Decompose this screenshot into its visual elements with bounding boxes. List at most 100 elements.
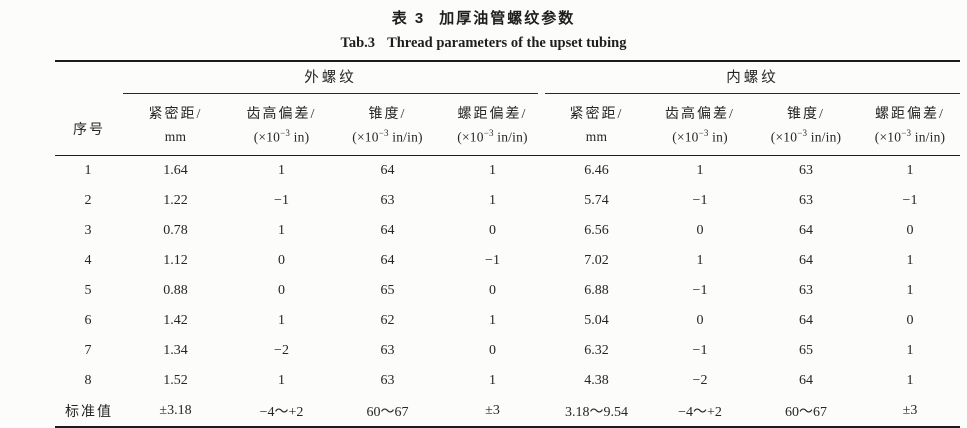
table-cell: −1 [692,282,708,298]
data-row: 4 1.12 0 64 −1 7.02 1 64 1 [55,246,960,276]
table-cell: −1 [485,252,500,268]
table-cell: 64 [799,372,813,388]
table-cell: 65 [799,342,813,358]
table-cell: 1.34 [163,342,188,358]
table-cell: 4.38 [584,372,609,388]
column-header-name: 锥度/ [368,107,407,122]
column-header-name: 螺距偏差/ [875,107,945,122]
caption-chinese: 表 3 加厚油管螺纹参数 [0,0,967,28]
row-index: 7 [84,342,94,358]
column-names-row: 序号 紧密距/齿高偏差/锥度/螺距偏差/紧密距/齿高偏差/锥度/螺距偏差/ [55,94,960,156]
table-cell: −4～+2 [259,404,304,420]
table-cell: 63 [799,162,813,178]
table-cell: −2 [692,372,708,388]
table-cell: 64 [799,222,813,238]
table-cell: 6.46 [584,162,609,178]
table-cell: ±3 [902,402,918,418]
table-cell: 5.04 [584,312,609,328]
group-header-row: 外螺纹 内螺纹 [55,61,960,94]
table-cell: 6.88 [584,282,609,298]
thread-parameters-table: 外螺纹 内螺纹 序号 紧密距/齿高偏差/锥度/螺距偏差/紧密距/齿高偏差/锥度/… [55,60,960,428]
table-cell: ±3 [485,402,500,418]
column-units-row: mm (×10−3 in) (×10−3 in/in) (×10−3 in/in) mm… [55,123,960,156]
table-cell: 1 [906,162,914,178]
table-cell: 60～67 [366,404,409,420]
table-cell: 6.56 [584,222,609,238]
table-cell: 63 [380,192,395,208]
table-cell: 63 [799,282,813,298]
table-cell: 1 [906,342,914,358]
column-header-name: 紧密距/ [148,107,203,122]
table-cell: 64 [799,312,813,328]
column-header-name: 锥度/ [787,107,825,122]
data-row: 8 1.52 1 63 1 4.38 −2 64 1 [55,366,960,396]
table-cell: 0.78 [163,222,188,238]
column-header-index: 序号 [55,94,123,156]
table-cell: 1 [906,372,914,388]
table-cell: 0 [489,282,496,298]
table-cell: 0 [906,312,914,328]
table-cell: −1 [692,342,708,358]
table-cell: 5.74 [584,192,609,208]
table-cell: 64 [380,252,395,268]
column-header-unit: (×10−3 in) [228,123,335,156]
group-header-cell-external: 外螺纹 [123,61,545,94]
table-cell: 0 [696,312,704,328]
table-captions: 表 3 加厚油管螺纹参数 Tab.3 Thread parameters of th… [0,0,967,52]
data-row: 1 1.64 1 64 1 6.46 1 63 1 [55,155,960,186]
caption-english-text: Thread parameters of the upset tubing [387,35,627,51]
table-cell: ±3.18 [159,402,192,418]
data-row: 7 1.34 −2 63 0 6.32 −1 65 1 [55,336,960,366]
table-cell: 0 [489,222,496,238]
table-cell: 1.52 [163,372,188,388]
table-cell: 1 [489,372,496,388]
table-cell: 0 [278,282,285,298]
row-index: 5 [84,282,94,298]
corner-spacer [55,61,123,94]
table-cell: 64 [380,222,395,238]
column-header-unit: mm [545,123,648,156]
row-index: 1 [84,162,94,178]
table-cell: 63 [380,372,395,388]
data-row: 6 1.42 1 62 1 5.04 0 64 0 [55,306,960,336]
table-cell: 7.02 [584,252,609,268]
table-cell: −2 [274,342,289,358]
table-cell: 60～67 [785,404,827,420]
table-cell: 0 [489,342,496,358]
table-cell: 63 [380,342,395,358]
table-cell: −4～+2 [678,404,722,420]
table-cell: 65 [380,282,395,298]
column-header-unit: mm [123,123,228,156]
column-header-name: 螺距偏差/ [457,107,528,122]
table-cell: 1 [906,252,914,268]
table-cell: 0 [696,222,704,238]
column-header-unit: (×10−3 in/in) [752,123,860,156]
group-header-cell-internal: 内螺纹 [545,61,960,94]
table-cell: 0 [906,222,914,238]
table-cell: 1.22 [163,192,188,208]
table-cell: 0.88 [163,282,188,298]
caption-english: Tab.3 Thread parameters of the upset tubi… [0,35,967,52]
caption-english-number: Tab.3 [340,35,376,51]
table-cell: 64 [799,252,813,268]
table-cell: 1 [489,192,496,208]
table-cell: 64 [380,162,395,178]
row-index: 2 [84,192,94,208]
row-index: 8 [84,372,94,388]
row-index: 3 [84,222,94,238]
standard-value-label: 标准值 [65,404,113,420]
column-header-name: 齿高偏差/ [665,107,735,122]
row-index: 4 [84,252,94,268]
table-cell: 1.12 [163,252,188,268]
table-cell: 1 [906,282,914,298]
table-cell: 3.18～9.54 [565,404,628,420]
table-cell: 63 [799,192,813,208]
group-header-external-thread: 外螺纹 [123,62,538,94]
data-row: 3 0.78 1 64 0 6.56 0 64 0 [55,216,960,246]
table-cell: 0 [278,252,285,268]
table-cell: 1 [696,162,704,178]
caption-chinese-text: 加厚油管螺纹参数 [439,10,576,27]
table-cell: 62 [380,312,395,328]
table-cell: 6.32 [584,342,609,358]
table-cell: −1 [692,192,708,208]
